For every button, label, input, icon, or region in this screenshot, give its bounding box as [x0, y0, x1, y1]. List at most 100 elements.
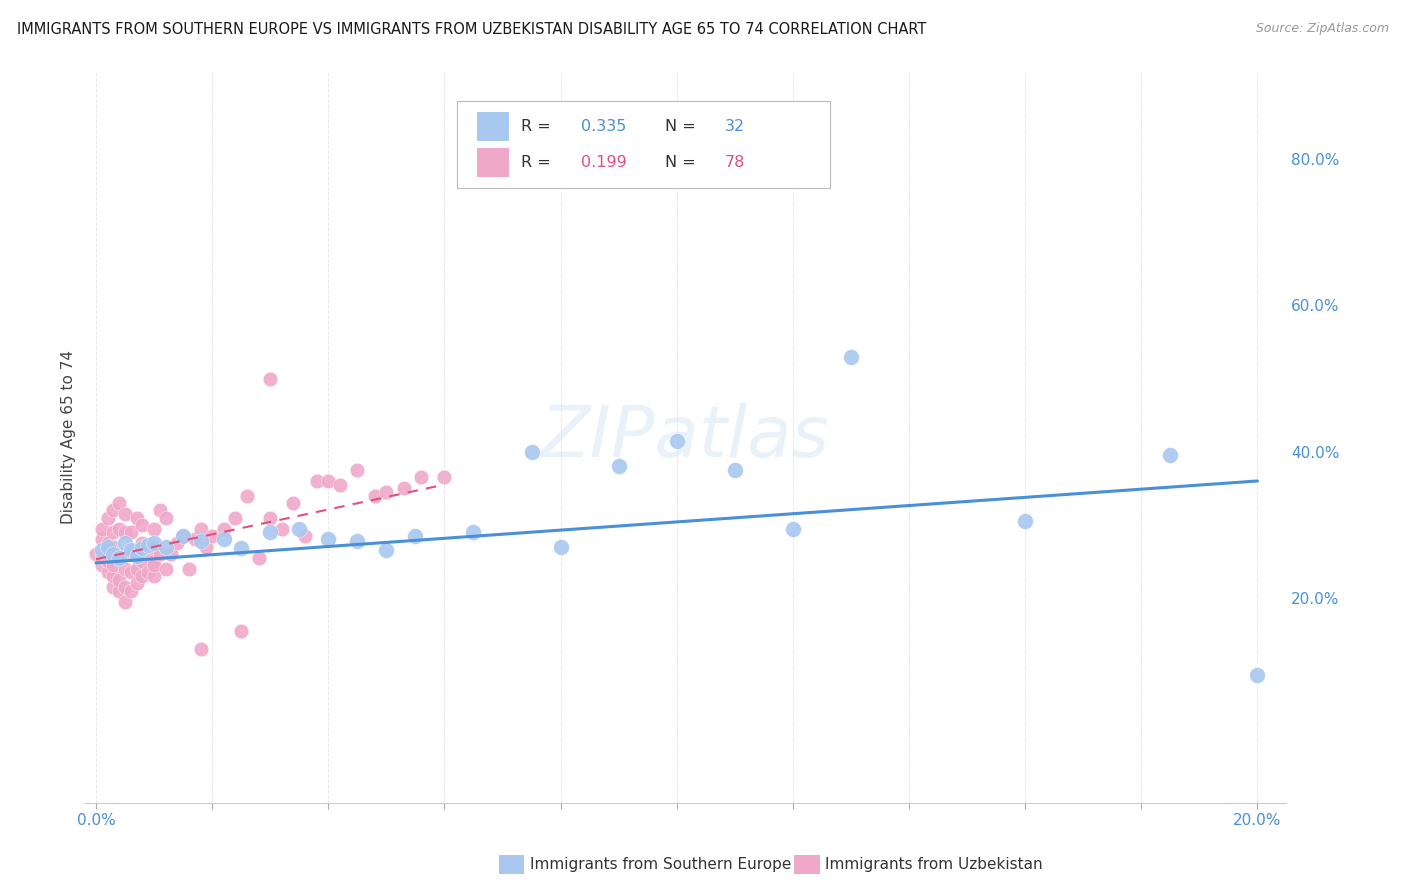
Point: [236, 489, 259, 503]
Bar: [478, 112, 509, 142]
Point: [103, 503, 125, 517]
Point: [550, 540, 572, 554]
Point: [316, 474, 339, 488]
Point: [231, 541, 253, 556]
Y-axis label: Disability Age 65 to 74: Disability Age 65 to 74: [60, 350, 76, 524]
Point: [97, 540, 120, 554]
Point: [212, 533, 235, 547]
Point: [143, 569, 166, 583]
Point: [288, 521, 311, 535]
Point: [125, 510, 148, 524]
Point: [201, 529, 224, 543]
Point: [131, 541, 153, 556]
Point: [1246, 667, 1268, 682]
Point: [270, 521, 292, 535]
Point: [155, 540, 177, 554]
Point: [90, 521, 112, 535]
Point: [724, 463, 747, 477]
Point: [103, 558, 125, 573]
Point: [212, 521, 235, 535]
FancyBboxPatch shape: [457, 101, 830, 188]
Point: [149, 503, 172, 517]
Point: [131, 569, 153, 583]
Point: [120, 547, 142, 561]
Point: [283, 496, 305, 510]
Point: [103, 525, 125, 540]
Point: [114, 547, 136, 561]
Point: [108, 573, 131, 587]
Text: 32: 32: [725, 120, 745, 135]
Point: [231, 624, 253, 638]
Point: [97, 536, 120, 550]
Point: [143, 558, 166, 573]
Point: [97, 566, 120, 580]
Point: [120, 566, 142, 580]
Point: [177, 562, 200, 576]
Point: [224, 510, 246, 524]
Point: [125, 547, 148, 561]
Point: [103, 547, 125, 561]
Point: [108, 583, 131, 598]
Point: [103, 540, 125, 554]
Point: [375, 543, 398, 558]
Point: [463, 525, 485, 540]
Point: [108, 550, 131, 565]
Point: [190, 642, 212, 657]
Point: [97, 554, 120, 568]
Text: R =: R =: [520, 154, 555, 169]
Point: [1014, 514, 1036, 528]
Point: [143, 536, 166, 550]
Point: [143, 521, 166, 535]
Point: [172, 529, 194, 543]
Point: [346, 463, 368, 477]
Point: [329, 477, 352, 491]
Point: [190, 521, 212, 535]
Point: [120, 583, 142, 598]
Point: [108, 521, 131, 535]
Point: [114, 594, 136, 608]
Text: Immigrants from Uzbekistan: Immigrants from Uzbekistan: [825, 857, 1043, 871]
Text: R =: R =: [520, 120, 555, 135]
Point: [103, 569, 125, 583]
Point: [90, 558, 112, 573]
Text: 0.199: 0.199: [581, 154, 627, 169]
Point: [375, 485, 398, 500]
Point: [259, 371, 281, 385]
Point: [155, 562, 177, 576]
Point: [665, 434, 688, 448]
Point: [125, 562, 148, 576]
Point: [411, 470, 433, 484]
Point: [97, 547, 120, 561]
Point: [172, 529, 194, 543]
Point: [136, 538, 159, 552]
Point: [136, 543, 159, 558]
Point: [520, 444, 543, 458]
Point: [120, 525, 142, 540]
Point: [114, 536, 136, 550]
Point: [108, 496, 131, 510]
Text: Immigrants from Southern Europe: Immigrants from Southern Europe: [530, 857, 792, 871]
Text: 78: 78: [725, 154, 745, 169]
Point: [294, 529, 316, 543]
Point: [103, 580, 125, 594]
Point: [125, 549, 148, 563]
Point: [259, 525, 281, 540]
Point: [155, 510, 177, 524]
Point: [114, 580, 136, 594]
Point: [364, 489, 387, 503]
Point: [114, 525, 136, 540]
Point: [607, 459, 630, 474]
Point: [90, 533, 112, 547]
Point: [136, 566, 159, 580]
Point: [131, 554, 153, 568]
Point: [839, 350, 862, 364]
Point: [84, 547, 107, 561]
Text: 0.335: 0.335: [581, 120, 626, 135]
Point: [114, 562, 136, 576]
Point: [433, 470, 456, 484]
Point: [114, 507, 136, 521]
Point: [90, 543, 112, 558]
Point: [305, 474, 328, 488]
Point: [190, 533, 212, 548]
Point: [782, 521, 804, 535]
